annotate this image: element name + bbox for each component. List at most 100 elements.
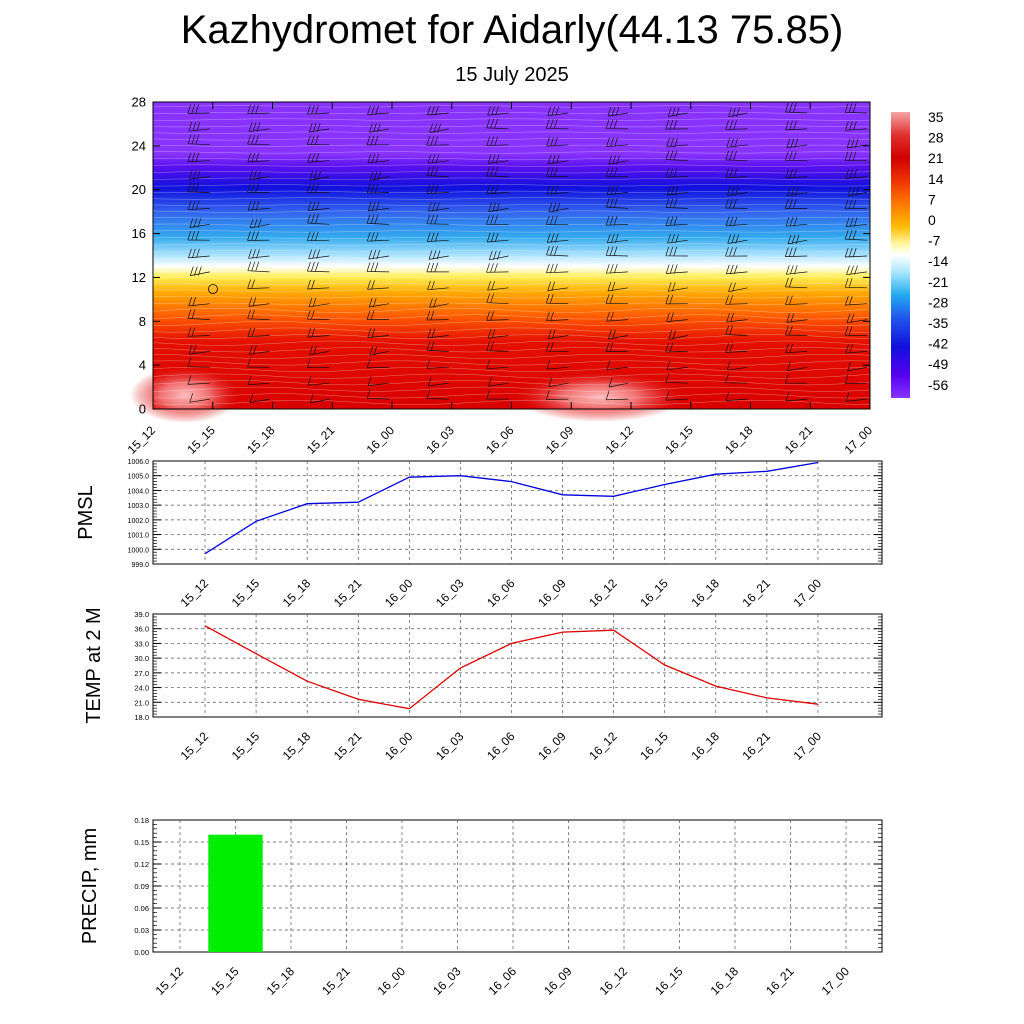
wind-barb xyxy=(725,216,748,227)
wind-barb xyxy=(606,185,629,196)
contour-line xyxy=(152,321,871,326)
contour-line xyxy=(152,393,871,399)
colorbar: 35 28 21 14 7 0 -7 -14 -21 -28 -35 -42 -49 -56 xyxy=(891,109,948,398)
wind-barb xyxy=(787,186,808,197)
y-tick-label: 0.03 xyxy=(134,926,149,935)
wind-barb xyxy=(725,373,748,384)
y-tick-label: 0.15 xyxy=(134,838,149,847)
colorbar-label: -42 xyxy=(928,336,948,352)
wind-barb xyxy=(427,105,449,116)
wind-barb xyxy=(428,202,449,212)
contour-line xyxy=(152,282,871,286)
wind-barb xyxy=(247,200,270,211)
wind-barb xyxy=(366,262,390,273)
wind-barb xyxy=(367,376,390,386)
wind-barb xyxy=(426,136,449,146)
precip-bar xyxy=(208,834,263,952)
wind-barb xyxy=(487,281,509,291)
wind-barb xyxy=(725,168,748,178)
y-tick-label: 20 xyxy=(132,182,146,197)
wind-barb xyxy=(488,202,509,212)
x-tick-label: 16_15 xyxy=(637,576,671,610)
x-tick-label: 16_06 xyxy=(483,423,517,457)
wind-barb xyxy=(366,214,390,225)
temp-2m-panel: 18.0 21.0 24.0 27.0 30.0 33.0 36.0 39.0 15_12 15_… xyxy=(83,607,883,763)
x-tick-label: 16_06 xyxy=(484,576,518,610)
wind-barb xyxy=(547,154,569,165)
series-line xyxy=(204,461,819,555)
wind-barb xyxy=(666,137,688,148)
contour-line xyxy=(152,164,871,167)
wind-barb xyxy=(547,106,569,117)
x-tick-label: 16_21 xyxy=(740,729,774,763)
x-tick-label: 16_00 xyxy=(382,576,416,610)
colorbar-label: 35 xyxy=(928,109,944,125)
contour-line xyxy=(152,184,871,187)
x-tick-label: 16_09 xyxy=(541,964,575,998)
wind-barb xyxy=(486,215,509,225)
y-tick-label: 0 xyxy=(139,402,146,417)
x-tick-label: 16_15 xyxy=(637,729,671,763)
y-tick-label: 0.12 xyxy=(134,860,149,869)
contour-lines xyxy=(152,105,871,405)
wind-barb xyxy=(844,295,868,306)
wind-barb xyxy=(666,312,688,322)
x-tick-label: 15_12 xyxy=(178,576,212,610)
x-tick-label: 16_18 xyxy=(688,576,722,610)
wind-barb xyxy=(665,150,688,162)
wind-barb xyxy=(369,346,390,356)
wind-barb xyxy=(605,197,629,209)
contour-line xyxy=(153,289,871,292)
wind-barb xyxy=(187,104,210,114)
wind-barb xyxy=(486,166,509,177)
wind-barb xyxy=(847,361,868,372)
wind-barb xyxy=(247,375,270,386)
x-tick-label: 16_03 xyxy=(423,423,457,457)
wind-barb xyxy=(665,373,688,384)
colorbar-label: -14 xyxy=(928,253,948,269)
contour-line xyxy=(152,334,871,340)
x-tick-label: 17_00 xyxy=(819,964,853,998)
wind-barb xyxy=(784,373,808,384)
wind-barb xyxy=(546,359,569,370)
wind-barb xyxy=(786,361,808,371)
wind-barb xyxy=(547,281,569,291)
wind-barb xyxy=(787,234,808,245)
contour-line xyxy=(152,386,871,392)
wind-barb xyxy=(247,327,270,338)
y-tick-label: 24.0 xyxy=(134,684,149,693)
wind-barb xyxy=(607,106,629,117)
wind-barb xyxy=(665,198,688,209)
wind-barb xyxy=(187,230,210,241)
wind-barb xyxy=(367,328,390,338)
contour-line xyxy=(152,125,871,128)
wind-barb xyxy=(187,375,210,385)
y-tick-label: 30.0 xyxy=(134,654,149,663)
wind-barb xyxy=(187,309,210,320)
wind-barb xyxy=(368,297,390,308)
wind-barb xyxy=(844,229,868,241)
colorbar-label: -28 xyxy=(928,294,948,310)
wind-barb xyxy=(665,294,688,305)
wind-barb xyxy=(725,325,748,336)
wind-barb xyxy=(845,121,868,131)
y-tick-label: 27.0 xyxy=(134,669,149,678)
wind-barb xyxy=(189,218,210,228)
contour-line xyxy=(152,296,870,299)
colorbar-label: -49 xyxy=(928,356,948,372)
wind-barb xyxy=(308,122,330,133)
contour-line xyxy=(152,250,871,253)
colorbar-labels: 35 28 21 14 7 0 -7 -14 -21 -28 -35 -42 -49 -56 xyxy=(928,109,948,393)
wind-barb xyxy=(548,202,569,213)
wind-barb xyxy=(486,293,509,305)
x-tick-label: 15_15 xyxy=(229,729,263,763)
x-tick-label: 16_21 xyxy=(782,423,816,457)
contour-line xyxy=(152,353,871,359)
x-tick-label: 16_00 xyxy=(364,423,398,457)
wind-barb xyxy=(187,134,210,146)
wind-barb xyxy=(426,389,449,400)
wind-barb xyxy=(188,344,210,355)
wind-barb xyxy=(367,201,390,212)
contour-line xyxy=(152,373,871,379)
